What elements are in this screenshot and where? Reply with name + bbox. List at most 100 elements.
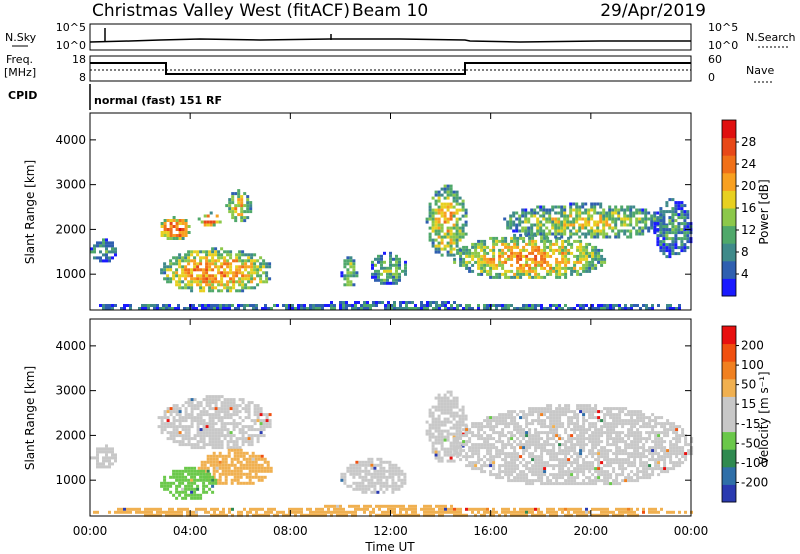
power-echo-cell — [99, 304, 102, 307]
power-echo-cell — [533, 208, 537, 212]
power-echo-cell — [453, 307, 456, 310]
velocity-echo-cell — [399, 513, 402, 517]
velocity-echo-cell — [168, 510, 171, 514]
power-echo-cell — [620, 217, 624, 221]
velocity-echo-cell — [367, 463, 371, 467]
power-echo-cell — [641, 226, 645, 230]
velocity-echo-cell — [208, 428, 212, 432]
power-echo-cell — [183, 307, 186, 310]
velocity-echo-cell — [455, 399, 459, 403]
power-echo-cell — [276, 304, 279, 307]
power-echo-cell — [629, 235, 633, 239]
velocity-echo-cell — [609, 431, 613, 435]
velocity-echo-cell — [195, 513, 198, 517]
velocity-echo-cell — [233, 472, 237, 476]
power-echo-cell — [543, 260, 547, 264]
velocity-echo-cell — [259, 428, 263, 432]
power-echo-cell — [208, 265, 212, 269]
power-echo-cell — [455, 235, 459, 239]
power-echo-cell — [386, 275, 389, 279]
velocity-echo-cell — [591, 473, 595, 477]
power-echo-cell — [513, 239, 517, 243]
beam-label: Beam 10 — [352, 1, 428, 21]
velocity-echo-cell — [184, 496, 188, 500]
power-echo-cell — [223, 286, 227, 290]
velocity-echo-cell — [489, 461, 493, 465]
velocity-echo-cell — [558, 422, 562, 426]
velocity-echo-cell — [468, 449, 472, 453]
power-echo-cell — [564, 269, 568, 273]
power-echo-cell — [588, 269, 592, 273]
power-echo-cell — [674, 243, 678, 247]
velocity-echo-cell — [220, 419, 224, 423]
velocity-echo-cell — [624, 449, 628, 453]
power-echo-cell — [163, 231, 167, 234]
power-echo-cell — [141, 304, 144, 307]
velocity-echo-cell — [163, 422, 167, 426]
power-echo-cell — [665, 246, 669, 250]
velocity-echo-cell — [564, 455, 568, 459]
velocity-echo-cell — [211, 419, 215, 423]
velocity-echo-cell — [624, 452, 628, 456]
velocity-echo-cell — [591, 479, 595, 483]
velocity-echo-cell — [477, 467, 481, 471]
velocity-echo-cell — [480, 422, 484, 426]
velocity-echo-cell — [202, 422, 206, 426]
date-label: 29/Apr/2019 — [600, 1, 706, 21]
velocity-echo-cell — [525, 461, 529, 465]
power-echo-cell — [205, 253, 209, 257]
power-echo-cell — [480, 269, 484, 273]
power-echo-cell — [668, 249, 672, 253]
power-echo-cell — [513, 275, 517, 279]
velocity-echo-cell — [218, 460, 222, 464]
velocity-echo-cell — [102, 462, 105, 466]
velocity-echo-cell — [199, 472, 203, 476]
velocity-echo-cell — [636, 416, 640, 420]
power-echo-cell — [169, 268, 173, 272]
velocity-echo-cell — [504, 422, 508, 426]
power-echo-cell — [229, 286, 233, 290]
velocity-echo-cell — [570, 507, 573, 511]
power-echo-cell — [534, 245, 538, 249]
velocity-echo-cell — [465, 428, 469, 432]
power-echo-cell — [483, 263, 487, 267]
power-echo-cell — [680, 204, 684, 208]
velocity-echo-cell — [555, 440, 559, 444]
velocity-echo-cell — [534, 467, 538, 471]
velocity-echo-cell — [669, 428, 673, 432]
power-echo-cell — [187, 250, 191, 254]
velocity-echo-cell — [239, 481, 243, 485]
velocity-echo-cell — [684, 443, 688, 447]
velocity-echo-cell — [600, 434, 604, 438]
velocity-echo-cell — [458, 420, 462, 424]
power-echo-cell — [458, 235, 462, 239]
velocity-echo-cell — [379, 463, 383, 467]
velocity-echo-cell — [636, 446, 640, 450]
velocity-echo-cell — [256, 404, 260, 408]
power-echo-cell — [256, 271, 260, 275]
power-echo-cell — [193, 250, 197, 254]
power-echo-cell — [671, 243, 675, 247]
velocity-echo-cell — [235, 422, 239, 426]
velocity-echo-cell — [519, 461, 523, 465]
velocity-echo-cell — [455, 402, 459, 406]
power-echo-cell — [587, 217, 591, 221]
velocity-echo-cell — [612, 422, 616, 426]
velocity-echo-cell — [606, 464, 610, 468]
power-echo-cell — [235, 253, 239, 257]
velocity-echo-cell — [199, 493, 203, 497]
velocity-echo-cell — [175, 425, 179, 429]
power-echo-cell — [665, 204, 669, 208]
power-echo-cell — [578, 217, 582, 221]
velocity-echo-cell — [382, 472, 386, 476]
velocity-echo-cell — [224, 457, 228, 461]
power-echo-cell — [564, 304, 567, 307]
power-echo-cell — [483, 257, 487, 261]
power-echo-cell — [181, 234, 185, 237]
power-echo-cell — [662, 225, 666, 229]
velocity-echo-cell — [214, 410, 218, 414]
power-echo-cell — [193, 262, 197, 266]
power-echo-cell — [638, 232, 642, 236]
power-echo-cell — [374, 269, 377, 273]
power-echo-cell — [172, 277, 176, 281]
